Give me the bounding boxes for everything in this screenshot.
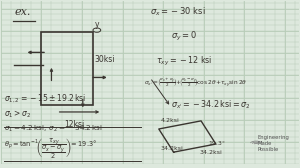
Text: $\sigma_x = -30$ ksi: $\sigma_x = -30$ ksi	[150, 6, 206, 18]
Text: $\sigma_{1,2} = -15 \pm 19.2\,\mathrm{ksi}$: $\sigma_{1,2} = -15 \pm 19.2\,\mathrm{ks…	[4, 92, 86, 105]
Text: 34.2ksi: 34.2ksi	[160, 146, 183, 151]
Text: $\sigma_1 > \sigma_2$: $\sigma_1 > \sigma_2$	[4, 109, 31, 120]
Text: $\sigma_{x'} = \!\left(\!\frac{\sigma_x+\sigma_y}{2}\!\right)\!\!+\!\!\left(\!\f: $\sigma_{x'} = \!\left(\!\frac{\sigma_x+…	[144, 76, 248, 89]
Text: 12ksi: 12ksi	[64, 120, 85, 129]
Text: $\sigma_{x'} = -34.2\,\mathrm{ksi} = \sigma_2$: $\sigma_{x'} = -34.2\,\mathrm{ksi} = \si…	[171, 99, 250, 111]
Bar	[41, 32, 93, 106]
Text: $\tau_{xy} = -12$ ksi: $\tau_{xy} = -12$ ksi	[156, 55, 212, 68]
Text: 30ksi: 30ksi	[95, 55, 115, 64]
Text: 19.3°: 19.3°	[208, 141, 225, 145]
Text: 34.2ksi: 34.2ksi	[199, 150, 222, 155]
Text: $\sigma_1 = 4.2\,\mathrm{ksi},\;\sigma_2 = -34.2\,\mathrm{ksi}$: $\sigma_1 = 4.2\,\mathrm{ksi},\;\sigma_2…	[4, 123, 103, 134]
Text: y: y	[95, 20, 99, 29]
Text: Engineering
Made
Possible: Engineering Made Possible	[257, 135, 290, 152]
Text: $\sigma_y = 0$: $\sigma_y = 0$	[171, 30, 197, 43]
Text: ex.: ex.	[14, 7, 31, 17]
Text: 4.2ksi: 4.2ksi	[160, 118, 179, 123]
Text: $\theta_p = \tan^{-1}\!\!\left(\dfrac{\tau_{xy}}{\dfrac{\sigma_x-\sigma_y}{2}}\r: $\theta_p = \tan^{-1}\!\!\left(\dfrac{\t…	[4, 137, 97, 161]
